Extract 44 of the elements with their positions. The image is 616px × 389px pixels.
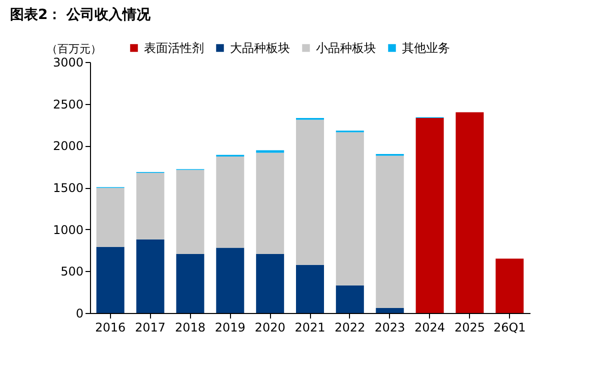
x-tick-label: 2025 xyxy=(454,320,485,334)
x-tick-label: 2019 xyxy=(214,320,246,334)
x-tick-label: 26Q1 xyxy=(493,320,526,334)
bar xyxy=(296,120,324,265)
legend-label: 表面活性剂 xyxy=(144,41,204,55)
bar xyxy=(216,156,244,248)
bar xyxy=(376,156,404,308)
x-tick-label: 2022 xyxy=(334,320,366,334)
x-tick-label: 2024 xyxy=(414,320,446,334)
bar xyxy=(256,152,284,254)
bar xyxy=(96,188,124,247)
bar xyxy=(336,132,364,286)
y-axis-title: （百万元） xyxy=(46,42,102,56)
y-tick-label: 2500 xyxy=(52,97,84,112)
y-tick-label: 0 xyxy=(76,306,84,320)
x-tick-label: 2020 xyxy=(254,320,286,334)
bar xyxy=(296,264,324,313)
legend-label: 大品种板块 xyxy=(230,41,290,55)
y-tick-label: 2000 xyxy=(52,139,84,154)
x-tick-label: 2023 xyxy=(374,320,406,334)
bar xyxy=(496,258,524,313)
bar xyxy=(256,254,284,313)
bar xyxy=(256,150,284,153)
x-tick-label: 2021 xyxy=(294,320,326,334)
x-tick-label: 2018 xyxy=(174,320,206,334)
bar xyxy=(376,308,404,313)
y-tick-label: 500 xyxy=(60,264,84,279)
bar xyxy=(456,112,484,313)
chart-title: 图表2： 公司收入情况 xyxy=(10,7,152,23)
x-tick-label: 2017 xyxy=(135,320,166,334)
y-tick-label: 3000 xyxy=(52,56,84,70)
legend-label: 小品种板块 xyxy=(316,41,376,55)
bar xyxy=(96,246,124,313)
bar xyxy=(136,239,164,313)
bar xyxy=(176,254,204,313)
bar xyxy=(336,285,364,313)
x-tick-label: 2016 xyxy=(95,320,126,334)
bar xyxy=(216,248,244,313)
y-tick-label: 1500 xyxy=(52,181,84,195)
legend-label: 其他业务 xyxy=(402,41,450,55)
bar xyxy=(176,170,204,254)
y-tick-label: 1000 xyxy=(52,222,84,237)
bar xyxy=(136,172,164,240)
bar xyxy=(416,118,444,313)
